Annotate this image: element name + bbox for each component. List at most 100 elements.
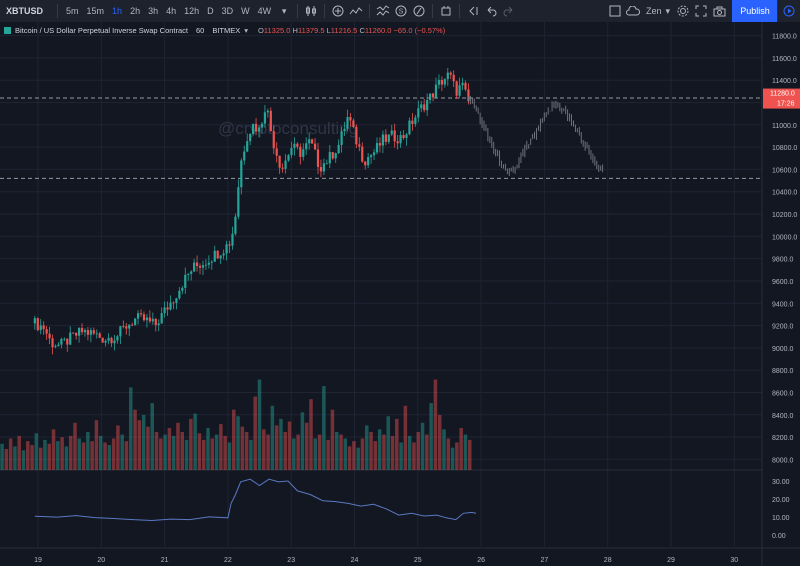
theme-switcher[interactable]: Zen ▾ xyxy=(606,2,670,20)
volume-bar xyxy=(98,435,103,470)
volume-bar xyxy=(94,420,99,470)
chevron-down-icon[interactable]: ▾ xyxy=(244,26,249,35)
candle-body xyxy=(134,318,137,326)
camera-icon[interactable] xyxy=(710,2,728,20)
volume-bar xyxy=(300,412,305,470)
volume-bar xyxy=(287,421,292,470)
candle-body xyxy=(45,329,48,334)
timeframe-d[interactable]: D xyxy=(207,6,214,16)
fullscreen-icon[interactable] xyxy=(692,2,710,20)
fundamentals-icon[interactable] xyxy=(410,2,428,20)
candle-body xyxy=(240,160,243,188)
volume-bar xyxy=(133,409,137,470)
candle-body xyxy=(72,332,75,334)
candle-body xyxy=(352,120,355,128)
volume-bar xyxy=(373,441,378,470)
open-value: 11325.0 xyxy=(263,26,291,35)
candle-body xyxy=(178,290,181,299)
price-tick-label: 9000.0 xyxy=(772,346,794,353)
symbol-search[interactable]: XBTUSD xyxy=(6,6,44,16)
timeframe-3h[interactable]: 3h xyxy=(148,6,159,16)
timeframe-12h[interactable]: 12h xyxy=(184,6,200,16)
time-tick-label: 27 xyxy=(541,557,549,564)
alert-icon[interactable] xyxy=(437,2,455,20)
time-tick-label: 28 xyxy=(604,557,612,564)
candle-body xyxy=(278,155,281,168)
timeframe-1h[interactable]: 1h xyxy=(112,6,123,16)
replay-icon[interactable] xyxy=(464,2,482,20)
volume-bar xyxy=(330,409,335,470)
settings-icon[interactable] xyxy=(674,2,692,20)
candle-body xyxy=(364,161,367,166)
volume-bar xyxy=(386,416,390,470)
volume-bar xyxy=(129,387,133,470)
chevron-down-icon[interactable]: ▾ xyxy=(281,5,287,16)
candle-body xyxy=(355,127,358,145)
indicators-icon[interactable] xyxy=(347,2,365,20)
play-icon[interactable] xyxy=(777,0,800,22)
timeframe-5m[interactable]: 5m xyxy=(66,6,79,16)
candle-body xyxy=(107,337,110,341)
volume-bar xyxy=(365,425,369,470)
candle-body xyxy=(405,134,408,138)
undo-icon[interactable] xyxy=(482,2,500,20)
timeframe-4h[interactable]: 4h xyxy=(166,6,177,16)
svg-text:S: S xyxy=(399,9,404,16)
candles-chart-type-icon[interactable] xyxy=(302,2,320,20)
volume-bar xyxy=(455,442,459,470)
volume-bar xyxy=(189,418,193,470)
candle-body xyxy=(370,155,373,158)
layout-icon[interactable] xyxy=(606,2,624,20)
volume-bar xyxy=(43,439,47,470)
symbol-description[interactable]: Bitcoin / US Dollar Perpetual Inverse Sw… xyxy=(15,26,188,35)
volume-bar xyxy=(146,426,150,470)
candle-body xyxy=(193,262,196,272)
timeframe-3d[interactable]: 3D xyxy=(221,6,234,16)
redo-icon[interactable] xyxy=(500,2,518,20)
volume-bar xyxy=(17,435,21,470)
volume-bar xyxy=(21,450,26,470)
volume-bar xyxy=(253,396,257,470)
candle-body xyxy=(151,318,154,322)
candle-body xyxy=(319,166,323,172)
price-tick-label: 9400.0 xyxy=(772,301,794,308)
candle-body xyxy=(440,79,443,85)
time-tick-label: 30 xyxy=(730,557,738,564)
volume-bar xyxy=(77,438,82,470)
candle-body xyxy=(437,79,441,85)
timeframe-2h[interactable]: 2h xyxy=(130,6,141,16)
price-tick-label: 8400.0 xyxy=(772,413,794,420)
timeframe-w[interactable]: W xyxy=(241,6,250,16)
volume-bar xyxy=(171,435,176,470)
templates-icon[interactable] xyxy=(374,2,392,20)
financials-icon[interactable]: S xyxy=(392,2,410,20)
volume-bar xyxy=(437,414,442,470)
high-value: 11379.5 xyxy=(297,26,325,35)
price-tick-label: 11000.0 xyxy=(772,123,797,130)
candle-body xyxy=(346,117,349,129)
candle-body xyxy=(243,151,246,161)
candle-body xyxy=(122,326,125,328)
chart-canvas[interactable]: @cryptoconsulting 11800.0 11600.0 11400.0 11… xyxy=(0,22,800,566)
candle-body xyxy=(169,302,172,310)
timeframe-15m[interactable]: 15m xyxy=(86,6,105,16)
volume-bar xyxy=(429,403,433,470)
volume-bar xyxy=(304,422,309,470)
candle-body xyxy=(119,326,122,337)
candle-body xyxy=(428,93,432,100)
candle-body xyxy=(136,313,140,319)
volume-bar xyxy=(30,445,34,470)
candle-body xyxy=(160,313,163,324)
candle-body xyxy=(95,333,98,335)
candle-body xyxy=(237,187,240,217)
current-price-badge[interactable] xyxy=(763,88,800,109)
close-value: 11260.0 xyxy=(364,26,392,35)
publish-button[interactable]: Publish xyxy=(732,0,778,22)
legend-interval: 60 xyxy=(196,26,205,35)
volume-bar xyxy=(141,414,146,470)
oscillator-tick-label: 10.00 xyxy=(772,515,790,522)
add-comparison-icon[interactable] xyxy=(329,2,347,20)
candle-body xyxy=(60,339,63,345)
candle-body xyxy=(66,338,69,345)
timeframe-4w[interactable]: 4W xyxy=(257,6,272,16)
